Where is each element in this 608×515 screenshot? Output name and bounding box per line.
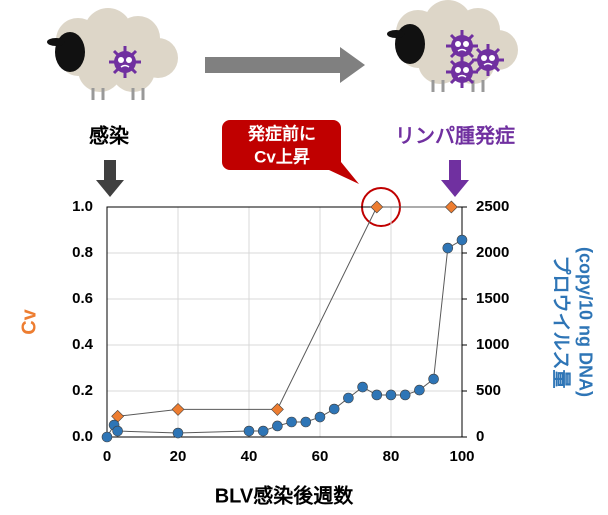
x-axis-title: BLV感染後週数 [215, 483, 355, 507]
plot-frame [106, 206, 463, 438]
data-point [286, 416, 297, 428]
y-tick-label: 0.8 [72, 244, 93, 261]
y-tick-label: 0.4 [72, 336, 94, 353]
y2-axis-title: (copy/10 ng DNA) [575, 247, 595, 397]
data-point [112, 425, 123, 437]
x-tick-label: 0 [103, 448, 111, 465]
data-point [270, 402, 284, 416]
data-point [328, 403, 340, 415]
y2-tick-label: 2000 [476, 244, 509, 261]
y2-tick-label: 1000 [476, 336, 509, 353]
data-point [370, 200, 384, 214]
data-point [399, 389, 411, 401]
callout-text: 発症前に [247, 123, 316, 143]
data-point [257, 425, 269, 437]
data-point [357, 381, 368, 393]
data-point [442, 242, 454, 254]
data-point [343, 392, 354, 404]
data-point [456, 234, 468, 246]
series-line [117, 206, 452, 417]
illustration [45, 0, 520, 227]
callout-text: Cv上昇 [254, 147, 310, 166]
data-point [414, 384, 425, 396]
y2-axis-title: プロウイルス量 [550, 255, 573, 388]
data-point [101, 431, 113, 443]
data-point [385, 389, 397, 401]
data-point [243, 425, 255, 437]
x-tick-label: 100 [449, 448, 474, 465]
data-point [171, 402, 185, 416]
data-point [300, 416, 312, 428]
y-tick-label: 1.0 [72, 198, 93, 215]
x-tick-label: 60 [312, 448, 329, 465]
data-point [172, 427, 184, 439]
y2-tick-label: 2500 [476, 198, 509, 215]
x-tick-label: 40 [241, 448, 258, 465]
data-point [371, 389, 383, 401]
annotation: リンパ腫発症 [395, 123, 515, 147]
annotation: 感染 [89, 123, 130, 147]
data-point [272, 420, 283, 432]
series-line [106, 239, 463, 438]
data-point [444, 200, 458, 214]
y2-tick-label: 500 [476, 382, 501, 399]
y-tick-label: 0.6 [72, 290, 93, 307]
data-point [314, 411, 326, 423]
y2-tick-label: 0 [476, 428, 484, 445]
y-tick-label: 0.2 [72, 382, 93, 399]
data-point [428, 373, 439, 385]
y-tick-label: 0.0 [72, 428, 93, 445]
x-tick-label: 80 [383, 448, 400, 465]
y-axis-title: Cv [18, 308, 40, 334]
y2-tick-label: 1500 [476, 290, 509, 307]
x-tick-label: 20 [170, 448, 187, 465]
